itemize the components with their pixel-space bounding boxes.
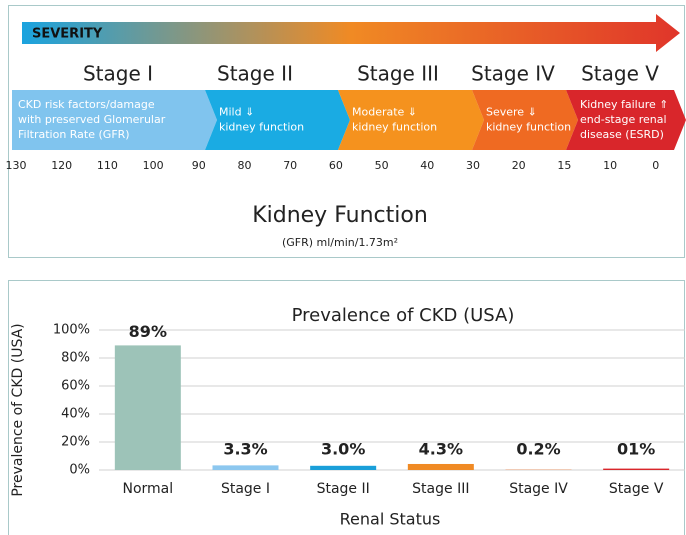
scale-label: 120 bbox=[51, 159, 72, 172]
severity-label: SEVERITY bbox=[32, 27, 103, 42]
stage-name: Stage III bbox=[357, 62, 439, 86]
scale-label: 50 bbox=[375, 159, 389, 172]
stage-band bbox=[566, 90, 686, 150]
value-label: 0.2% bbox=[516, 440, 560, 459]
y-axis-label: Prevalence of CKD (USA) bbox=[10, 323, 26, 496]
axis-title: Kidney Function bbox=[252, 203, 428, 228]
value-label: 4.3% bbox=[419, 440, 463, 459]
x-tick-label: Stage IV bbox=[509, 481, 568, 497]
stage-name: Stage V bbox=[581, 62, 659, 86]
top-panel bbox=[8, 5, 685, 258]
x-axis-label: Renal Status bbox=[340, 510, 441, 529]
x-tick-label: Stage V bbox=[609, 481, 664, 497]
scale-label: 130 bbox=[6, 159, 27, 172]
bar bbox=[407, 463, 474, 470]
bar bbox=[310, 465, 377, 470]
y-tick-label: 0% bbox=[69, 463, 90, 478]
value-label: 3.0% bbox=[321, 440, 365, 459]
stage-description: Filtration Rate (GFR) bbox=[18, 128, 130, 141]
scale-label: 70 bbox=[283, 159, 297, 172]
bar bbox=[114, 345, 181, 470]
stage-description: with preserved Glomerular bbox=[18, 113, 166, 126]
stage-description: end-stage renal bbox=[580, 113, 667, 126]
x-tick-label: Stage III bbox=[412, 481, 469, 497]
stage-description: Kidney failure ⇑ bbox=[580, 98, 668, 111]
y-tick-label: 100% bbox=[53, 323, 90, 338]
bar bbox=[212, 465, 279, 470]
bar bbox=[603, 468, 670, 470]
severity-arrow bbox=[22, 14, 680, 52]
scale-label: 100 bbox=[143, 159, 164, 172]
y-tick-label: 40% bbox=[61, 407, 90, 422]
scale-label: 20 bbox=[512, 159, 526, 172]
value-label: 89% bbox=[129, 322, 167, 341]
stage-description: kidney function bbox=[219, 121, 304, 134]
stage-description: Mild ⇓ bbox=[219, 106, 254, 119]
scale-label: 15 bbox=[557, 159, 571, 172]
axis-unit: (GFR) ml/min/1.73m² bbox=[282, 236, 398, 249]
scale-label: 30 bbox=[466, 159, 480, 172]
scale-label: 110 bbox=[97, 159, 118, 172]
stage-description: kidney function bbox=[486, 121, 571, 134]
stage-description: Moderate ⇓ bbox=[352, 106, 417, 119]
stage-description: Severe ⇓ bbox=[486, 106, 537, 119]
scale-label: 80 bbox=[238, 159, 252, 172]
x-tick-label: Normal bbox=[123, 481, 174, 497]
y-tick-label: 20% bbox=[61, 435, 90, 450]
stage-name: Stage I bbox=[83, 62, 153, 86]
y-tick-label: 80% bbox=[61, 351, 90, 366]
scale-label: 40 bbox=[420, 159, 434, 172]
stage-band bbox=[472, 90, 578, 150]
stage-name: Stage II bbox=[217, 62, 293, 86]
value-label: 3.3% bbox=[223, 440, 267, 459]
x-tick-label: Stage II bbox=[317, 481, 370, 497]
chart-title: Prevalence of CKD (USA) bbox=[292, 305, 515, 326]
stage-band bbox=[12, 90, 217, 150]
x-tick-label: Stage I bbox=[221, 481, 270, 497]
bottom-panel bbox=[8, 280, 685, 535]
value-label: 01% bbox=[617, 440, 655, 459]
stage-description: kidney function bbox=[352, 121, 437, 134]
scale-label: 90 bbox=[192, 159, 206, 172]
scale-label: 10 bbox=[603, 159, 617, 172]
stage-description: disease (ESRD) bbox=[580, 128, 664, 141]
stage-name: Stage IV bbox=[471, 62, 555, 86]
stage-description: CKD risk factors/damage bbox=[18, 98, 155, 111]
y-tick-label: 60% bbox=[61, 379, 90, 394]
scale-label: 0 bbox=[652, 159, 659, 172]
stage-band bbox=[205, 90, 350, 150]
stage-band bbox=[338, 90, 484, 150]
scale-label: 60 bbox=[329, 159, 343, 172]
